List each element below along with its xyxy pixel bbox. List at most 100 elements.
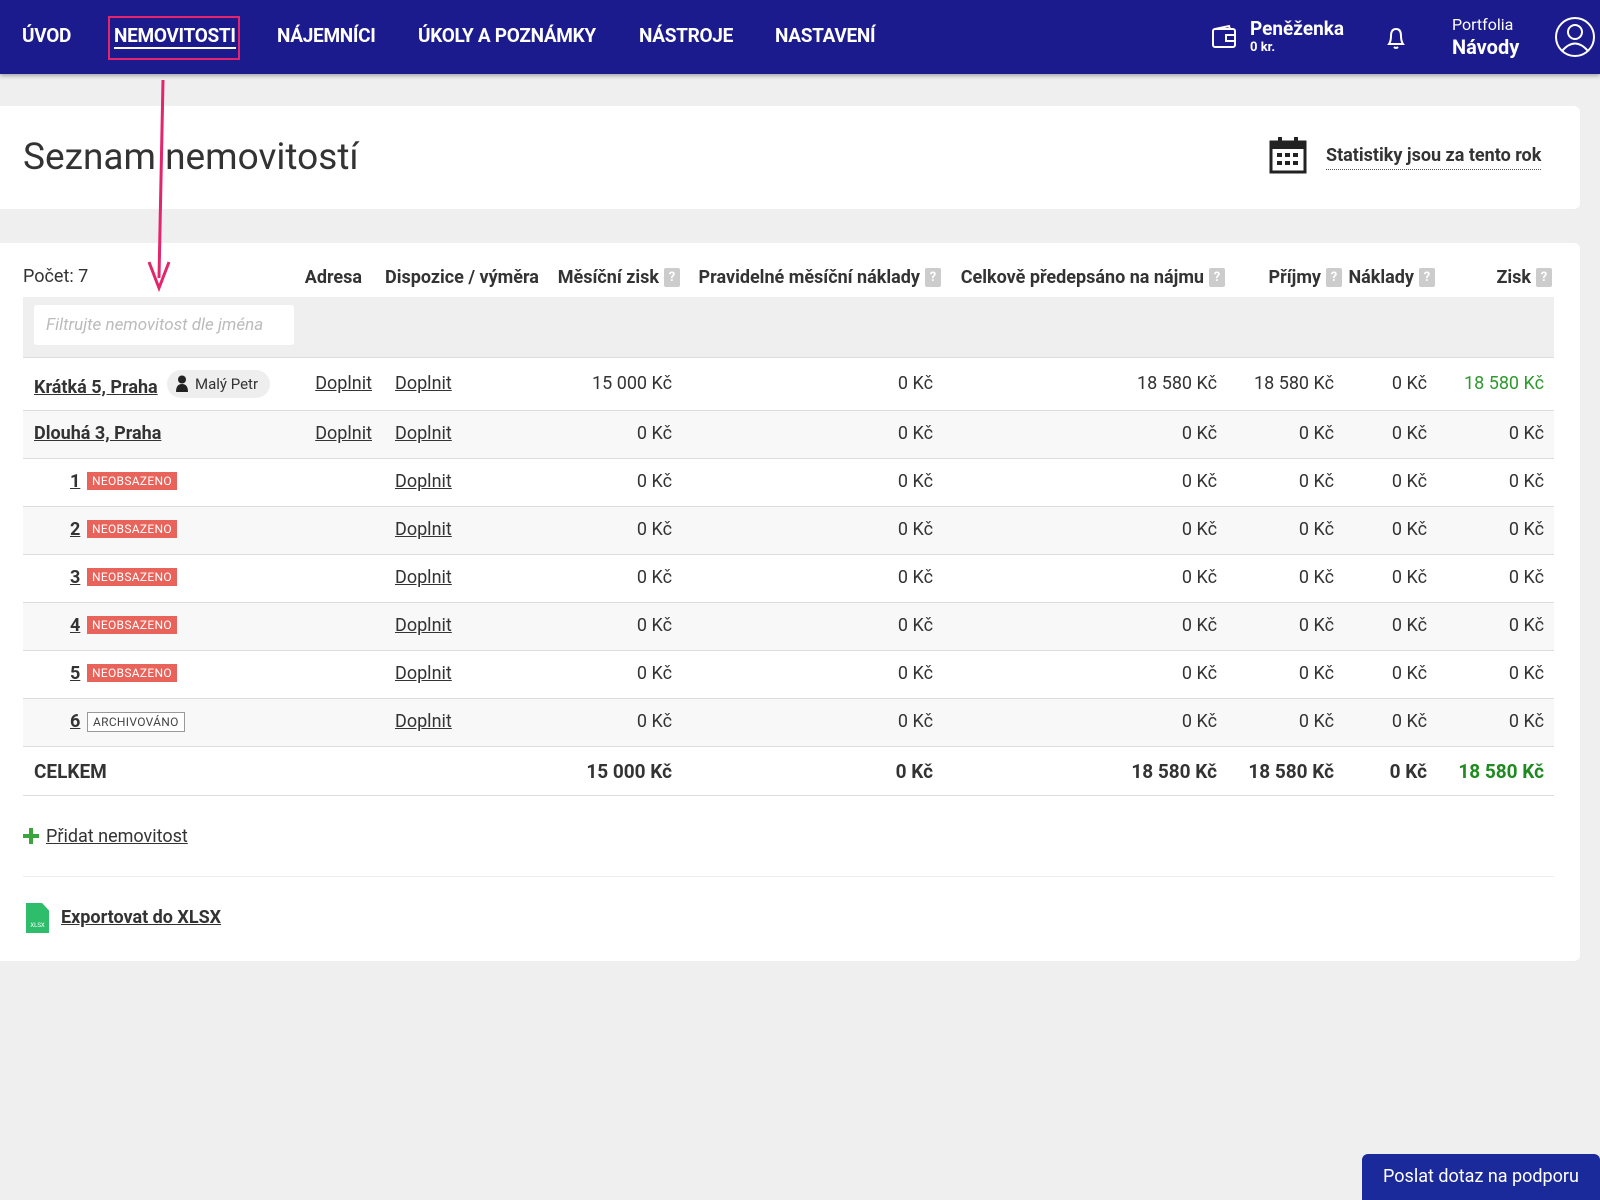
table-row bbox=[23, 650, 1554, 698]
filter-input[interactable]: Filtrujte nemovitost dle jména bbox=[34, 305, 294, 345]
property-name[interactable]: 5 bbox=[70, 663, 81, 684]
money-cell: 0 Kč bbox=[636, 567, 672, 588]
money-cell: 18 580 Kč bbox=[1464, 372, 1544, 394]
help-icon[interactable]: ? bbox=[1419, 268, 1435, 287]
money-cell: 0 Kč bbox=[1508, 423, 1544, 444]
money-cell: 0 Kč bbox=[897, 471, 933, 492]
money-cell: 0 Kč bbox=[1508, 711, 1544, 732]
address-link[interactable]: Doplnit bbox=[315, 423, 372, 444]
status-badge: NEOBSAZENO bbox=[87, 568, 177, 586]
annotation-arrow bbox=[147, 79, 171, 293]
help-icon[interactable]: ? bbox=[664, 268, 680, 287]
property-name[interactable]: 3 bbox=[70, 567, 81, 588]
header-text: Měsíční zisk bbox=[557, 267, 659, 288]
money-cell: 0 Kč bbox=[1391, 615, 1427, 636]
money-cell: 0 Kč bbox=[1391, 663, 1427, 684]
nav-item[interactable]: NÁSTROJE bbox=[639, 24, 733, 47]
nav-item[interactable]: ÚKOLY A POZNÁMKY bbox=[418, 24, 596, 47]
table-row bbox=[23, 554, 1554, 602]
tenant-icon bbox=[176, 375, 188, 392]
total-row bbox=[23, 746, 1554, 796]
top-nav: Peněženka 0 kr. Portfolia Návody ÚVOD NEM… bbox=[0, 0, 1600, 74]
money-cell: 15 000 Kč bbox=[592, 372, 672, 394]
money-cell: 0 Kč bbox=[1391, 567, 1427, 588]
portfolio-name[interactable]: Návody bbox=[1452, 35, 1520, 59]
money-cell: 0 Kč bbox=[636, 519, 672, 540]
money-cell: 0 Kč bbox=[636, 711, 672, 732]
money-cell: 0 Kč bbox=[1508, 567, 1544, 588]
tenant-chip[interactable]: Malý Petr bbox=[167, 369, 271, 398]
property-name[interactable]: Dlouhá 3, Praha bbox=[34, 423, 162, 444]
nav-item[interactable]: NASTAVENÍ bbox=[775, 24, 876, 47]
money-cell: 0 Kč bbox=[1181, 471, 1217, 492]
money-cell: 0 Kč bbox=[636, 423, 672, 444]
property-name[interactable]: Krátká 5, Praha bbox=[34, 376, 158, 398]
money-cell: 18 580 Kč bbox=[1137, 372, 1217, 394]
status-badge: NEOBSAZENO bbox=[87, 520, 177, 538]
money-cell: 18 580 Kč bbox=[1248, 760, 1334, 783]
help-icon[interactable]: ? bbox=[1536, 268, 1552, 287]
stats-link[interactable]: Statistiky jsou za tento rok bbox=[1326, 145, 1542, 170]
header-text: Příjmy bbox=[1268, 267, 1321, 288]
help-icon[interactable]: ? bbox=[925, 268, 941, 287]
disposition-link[interactable]: Doplnit bbox=[395, 567, 452, 588]
export-link[interactable]: Exportovat do XLSX bbox=[61, 907, 222, 928]
disposition-link[interactable]: Doplnit bbox=[395, 423, 452, 444]
table-row bbox=[23, 506, 1554, 554]
column-header: Pravidelné měsíční náklady? bbox=[699, 267, 941, 288]
divider bbox=[23, 876, 1554, 877]
status-badge: NEOBSAZENO bbox=[87, 616, 177, 634]
nav-item[interactable]: NEMOVITOSTI bbox=[114, 24, 236, 49]
money-cell: 0 Kč bbox=[1298, 519, 1334, 540]
table-row bbox=[23, 602, 1554, 650]
nav-item[interactable]: NÁJEMNÍCI bbox=[277, 24, 376, 47]
money-cell: 0 Kč bbox=[1391, 519, 1427, 540]
wallet-icon bbox=[1212, 24, 1236, 48]
address-link[interactable]: Doplnit bbox=[315, 372, 372, 394]
money-cell: 18 580 Kč bbox=[1458, 760, 1544, 783]
property-name[interactable]: 2 bbox=[70, 519, 81, 540]
money-cell: 0 Kč bbox=[1298, 567, 1334, 588]
header-text: Zisk bbox=[1496, 267, 1531, 288]
money-cell: 0 Kč bbox=[897, 663, 933, 684]
bell-icon[interactable] bbox=[1385, 25, 1407, 51]
money-cell: 0 Kč bbox=[1389, 760, 1427, 783]
money-cell: 0 Kč bbox=[1391, 471, 1427, 492]
money-cell: 0 Kč bbox=[897, 372, 933, 394]
property-name[interactable]: 4 bbox=[70, 615, 81, 636]
table-row bbox=[23, 410, 1554, 458]
disposition-link[interactable]: Doplnit bbox=[395, 663, 452, 684]
column-header: Dispozice / výměra bbox=[385, 267, 539, 288]
column-header: Náklady? bbox=[1348, 267, 1435, 288]
plus-icon bbox=[23, 828, 39, 844]
support-button[interactable]: Poslat dotaz na podporu bbox=[1362, 1154, 1600, 1200]
nav-item[interactable]: ÚVOD bbox=[22, 24, 72, 47]
add-property-link[interactable]: Přidat nemovitost bbox=[46, 826, 188, 847]
disposition-link[interactable]: Doplnit bbox=[395, 711, 452, 732]
money-cell: 0 Kč bbox=[1391, 372, 1427, 394]
nav-active-frame bbox=[108, 16, 240, 60]
money-cell: 0 Kč bbox=[1508, 615, 1544, 636]
avatar-icon[interactable] bbox=[1554, 16, 1596, 58]
money-cell: 0 Kč bbox=[897, 567, 933, 588]
help-icon[interactable]: ? bbox=[1209, 268, 1225, 287]
table-card: Počet: 7 Adresa Dispozice / výměra Měsíční … bbox=[0, 243, 1580, 961]
header-text: Dispozice / výměra bbox=[385, 267, 539, 288]
disposition-link[interactable]: Doplnit bbox=[395, 519, 452, 540]
wallet-amount: 0 kr. bbox=[1250, 40, 1276, 55]
money-cell: 0 Kč bbox=[1298, 423, 1334, 444]
help-icon[interactable]: ? bbox=[1326, 268, 1342, 287]
table-row bbox=[23, 458, 1554, 506]
status-badge: ARCHIVOVÁNO bbox=[87, 712, 185, 732]
money-cell: 0 Kč bbox=[1181, 711, 1217, 732]
total-label: CELKEM bbox=[34, 760, 107, 783]
wallet-title[interactable]: Peněženka bbox=[1250, 17, 1345, 40]
disposition-link[interactable]: Doplnit bbox=[395, 615, 452, 636]
disposition-link[interactable]: Doplnit bbox=[395, 372, 452, 394]
disposition-link[interactable]: Doplnit bbox=[395, 471, 452, 492]
property-name[interactable]: 6 bbox=[70, 711, 81, 732]
money-cell: 0 Kč bbox=[1391, 711, 1427, 732]
property-name[interactable]: 1 bbox=[70, 471, 81, 492]
